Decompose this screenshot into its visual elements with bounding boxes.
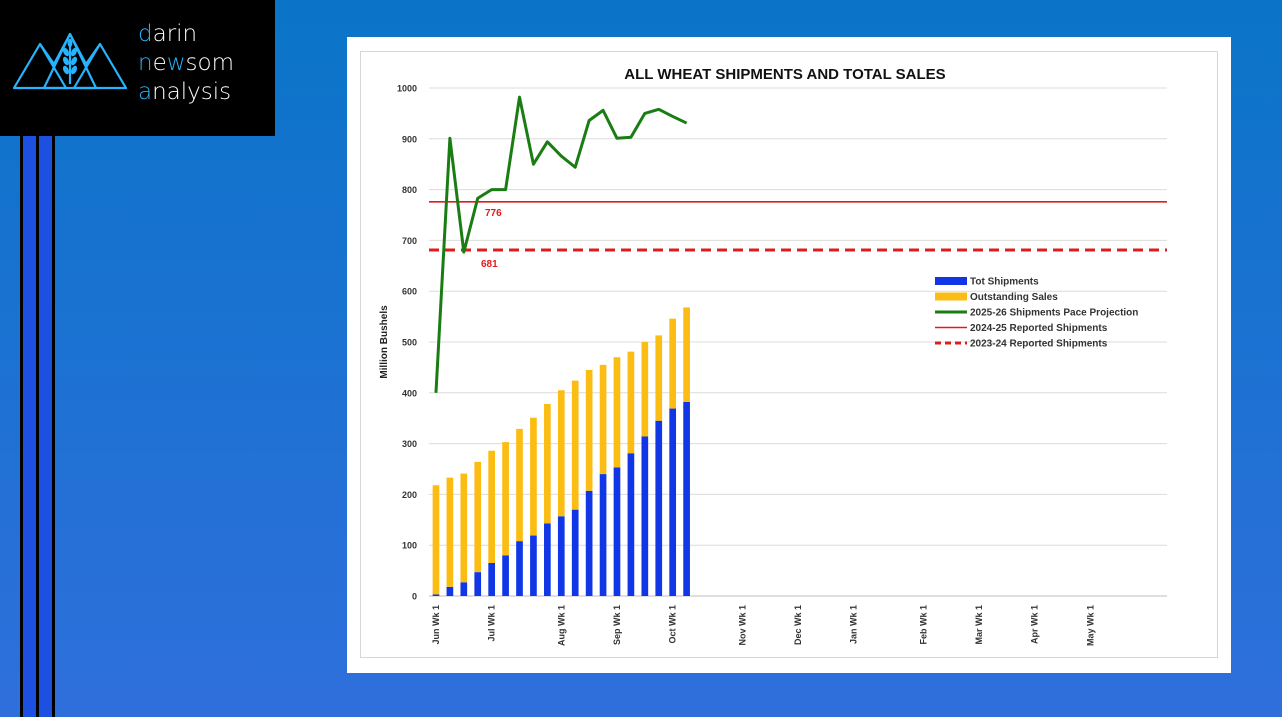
y-tick-label: 300: [402, 439, 417, 449]
outstanding-sales-bar: [613, 357, 621, 468]
outstanding-sales-bar: [641, 342, 649, 437]
shipments-bar: [655, 420, 663, 596]
y-tick-label: 900: [402, 134, 417, 144]
chart-card: ALL WHEAT SHIPMENTS AND TOTAL SALES Mill…: [347, 37, 1231, 673]
x-tick-label: Mar Wk 1: [974, 605, 984, 645]
x-tick-label: Sep Wk 1: [612, 605, 622, 645]
shipments-bar: [488, 562, 496, 596]
outstanding-sales-bar: [544, 403, 551, 524]
chart-title: ALL WHEAT SHIPMENTS AND TOTAL SALES: [624, 66, 945, 83]
shipments-bar: [544, 523, 551, 596]
shipments-bar: [557, 516, 565, 596]
outstanding-sales-bar: [516, 428, 523, 542]
x-tick-label: Jan Wk 1: [849, 605, 859, 644]
outstanding-sales-bar: [683, 307, 690, 402]
y-tick-labels: 0 100 200 300 400 500 600 700 800 900 1000: [397, 84, 417, 602]
shipments-bar: [516, 541, 523, 596]
grid-lines: [429, 87, 1167, 597]
decorative-stripe: [39, 136, 52, 717]
shipments-bar: [474, 572, 482, 596]
y-tick-label: 400: [402, 388, 417, 398]
outstanding-sales-bar: [557, 390, 565, 517]
pace-line-series: [434, 95, 688, 393]
brand-wordmark: darin newsom analysis: [138, 21, 235, 105]
x-tick-label: Feb Wk 1: [918, 605, 928, 645]
annotations: 776 681: [481, 208, 502, 270]
y-tick-label: 500: [402, 338, 417, 348]
legend-entry: 2025-26 Shipments Pace Projection: [970, 308, 1138, 319]
y-tick-label: 600: [402, 287, 417, 297]
shipments-bar: [599, 474, 607, 596]
legend-swatch: [935, 292, 967, 301]
y-tick-label: 800: [402, 185, 417, 195]
legend-entry: Outstanding Sales: [970, 292, 1058, 303]
y-tick-label: 1000: [397, 84, 417, 94]
outstanding-sales-bar: [474, 461, 482, 573]
outstanding-sales-bar: [502, 442, 509, 556]
x-tick-label: Aug Wk 1: [556, 605, 566, 646]
outstanding-sales-bar: [669, 318, 677, 409]
outstanding-sales-bar: [460, 473, 468, 583]
legend-entry: 2024-25 Reported Shipments: [970, 323, 1108, 334]
chart-legend: Tot Shipments Outstanding Sales 2025-26 Sh…: [935, 277, 1138, 350]
x-tick-labels: Jun Wk 1 Jul Wk 1 Aug Wk 1 Sep Wk 1 Oct Wk 1…: [431, 605, 1095, 646]
decorative-stripe: [36, 136, 39, 717]
chart-frame: [360, 51, 1218, 658]
x-tick-label: May Wk 1: [1085, 605, 1095, 646]
legend-swatch: [935, 277, 967, 285]
shipments-bar: [585, 490, 593, 596]
pace-projection-line: [434, 95, 688, 393]
shipments-bar: [432, 594, 440, 596]
wheat-chart: ALL WHEAT SHIPMENTS AND TOTAL SALES Mill…: [379, 66, 1167, 646]
shipments-bar: [571, 509, 579, 596]
shipments-bar: [669, 408, 677, 596]
legend-entry: Tot Shipments: [970, 277, 1039, 288]
shipments-bar: [627, 453, 635, 596]
x-tick-label: Dec Wk 1: [793, 605, 803, 645]
outstanding-sales-bar: [655, 335, 663, 421]
annotation-776: 776: [485, 208, 502, 219]
outstanding-sales-bar: [627, 351, 635, 454]
shipments-bar: [530, 535, 537, 596]
shipments-bar: [460, 582, 468, 596]
brand-logo: darin newsom analysis: [0, 0, 275, 136]
decorative-stripe: [52, 136, 55, 717]
shipments-bar: [502, 555, 509, 596]
outstanding-sales-bar: [446, 477, 454, 587]
x-tick-label: Oct Wk 1: [668, 605, 678, 644]
y-tick-label: 200: [402, 490, 417, 500]
shipments-bar: [683, 401, 690, 596]
outstanding-sales-bar: [488, 450, 496, 563]
outstanding-sales-bar: [585, 369, 593, 491]
outstanding-sales-bar: [571, 380, 579, 510]
outstanding-sales-bar: [599, 364, 607, 475]
outstanding-sales-bar: [530, 417, 537, 536]
legend-entry: 2023-24 Reported Shipments: [970, 339, 1108, 350]
bar-series: [432, 307, 690, 596]
annotation-681: 681: [481, 259, 498, 270]
x-tick-label: Jul Wk 1: [487, 605, 497, 642]
outstanding-sales-bar: [432, 485, 440, 595]
shipments-bar: [613, 467, 621, 596]
shipments-bar: [446, 586, 454, 596]
decorative-stripe: [20, 136, 23, 717]
decorative-stripe: [23, 136, 36, 717]
x-tick-label: Jun Wk 1: [431, 605, 441, 645]
shipments-bar: [641, 436, 649, 596]
x-tick-label: Nov Wk 1: [737, 605, 747, 646]
y-tick-label: 700: [402, 236, 417, 246]
reference-lines: [429, 200, 1167, 252]
y-axis-label: Million Bushels: [379, 305, 390, 379]
y-tick-label: 0: [412, 592, 417, 602]
y-tick-label: 100: [402, 541, 417, 551]
mountain-wheat-icon: [12, 32, 128, 90]
x-tick-label: Apr Wk 1: [1030, 605, 1040, 644]
